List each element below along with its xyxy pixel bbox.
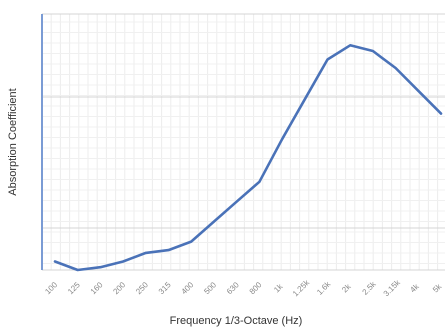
x-tick-label: 200 (111, 280, 127, 296)
x-tick-label: 400 (180, 280, 196, 296)
x-tick-label: 2.5k (361, 279, 379, 297)
y-axis-label: Absorption Coefficient (7, 88, 19, 195)
x-tick-label: 1.25k (291, 277, 312, 298)
x-tick-label: 4k (408, 281, 421, 294)
x-tick-label: 125 (66, 280, 82, 296)
x-tick-label: 160 (89, 280, 105, 296)
minor-grid (42, 14, 445, 270)
x-tick-label: 100 (43, 280, 59, 296)
x-tick-labels: 100 125 160 200 250 315 400 500 630 800 1k 1.25k 1.6… (43, 277, 444, 298)
x-tick-label: 1.6k (315, 279, 333, 297)
x-tick-label: 630 (225, 280, 241, 296)
x-tick-label: 2k (340, 281, 353, 294)
x-tick-label: 500 (202, 280, 218, 296)
series-line (53, 44, 443, 272)
x-tick-label: 5k (431, 281, 444, 294)
x-tick-label: 3.15k (382, 277, 403, 298)
x-axis-label: Frequency 1/3-Octave (Hz) (170, 315, 303, 327)
x-tick-label: 250 (134, 280, 150, 296)
major-grid (42, 13, 445, 271)
x-tick-label: 800 (248, 280, 264, 296)
x-tick-label: 1k (272, 281, 285, 294)
x-tick-label: 315 (157, 280, 173, 296)
